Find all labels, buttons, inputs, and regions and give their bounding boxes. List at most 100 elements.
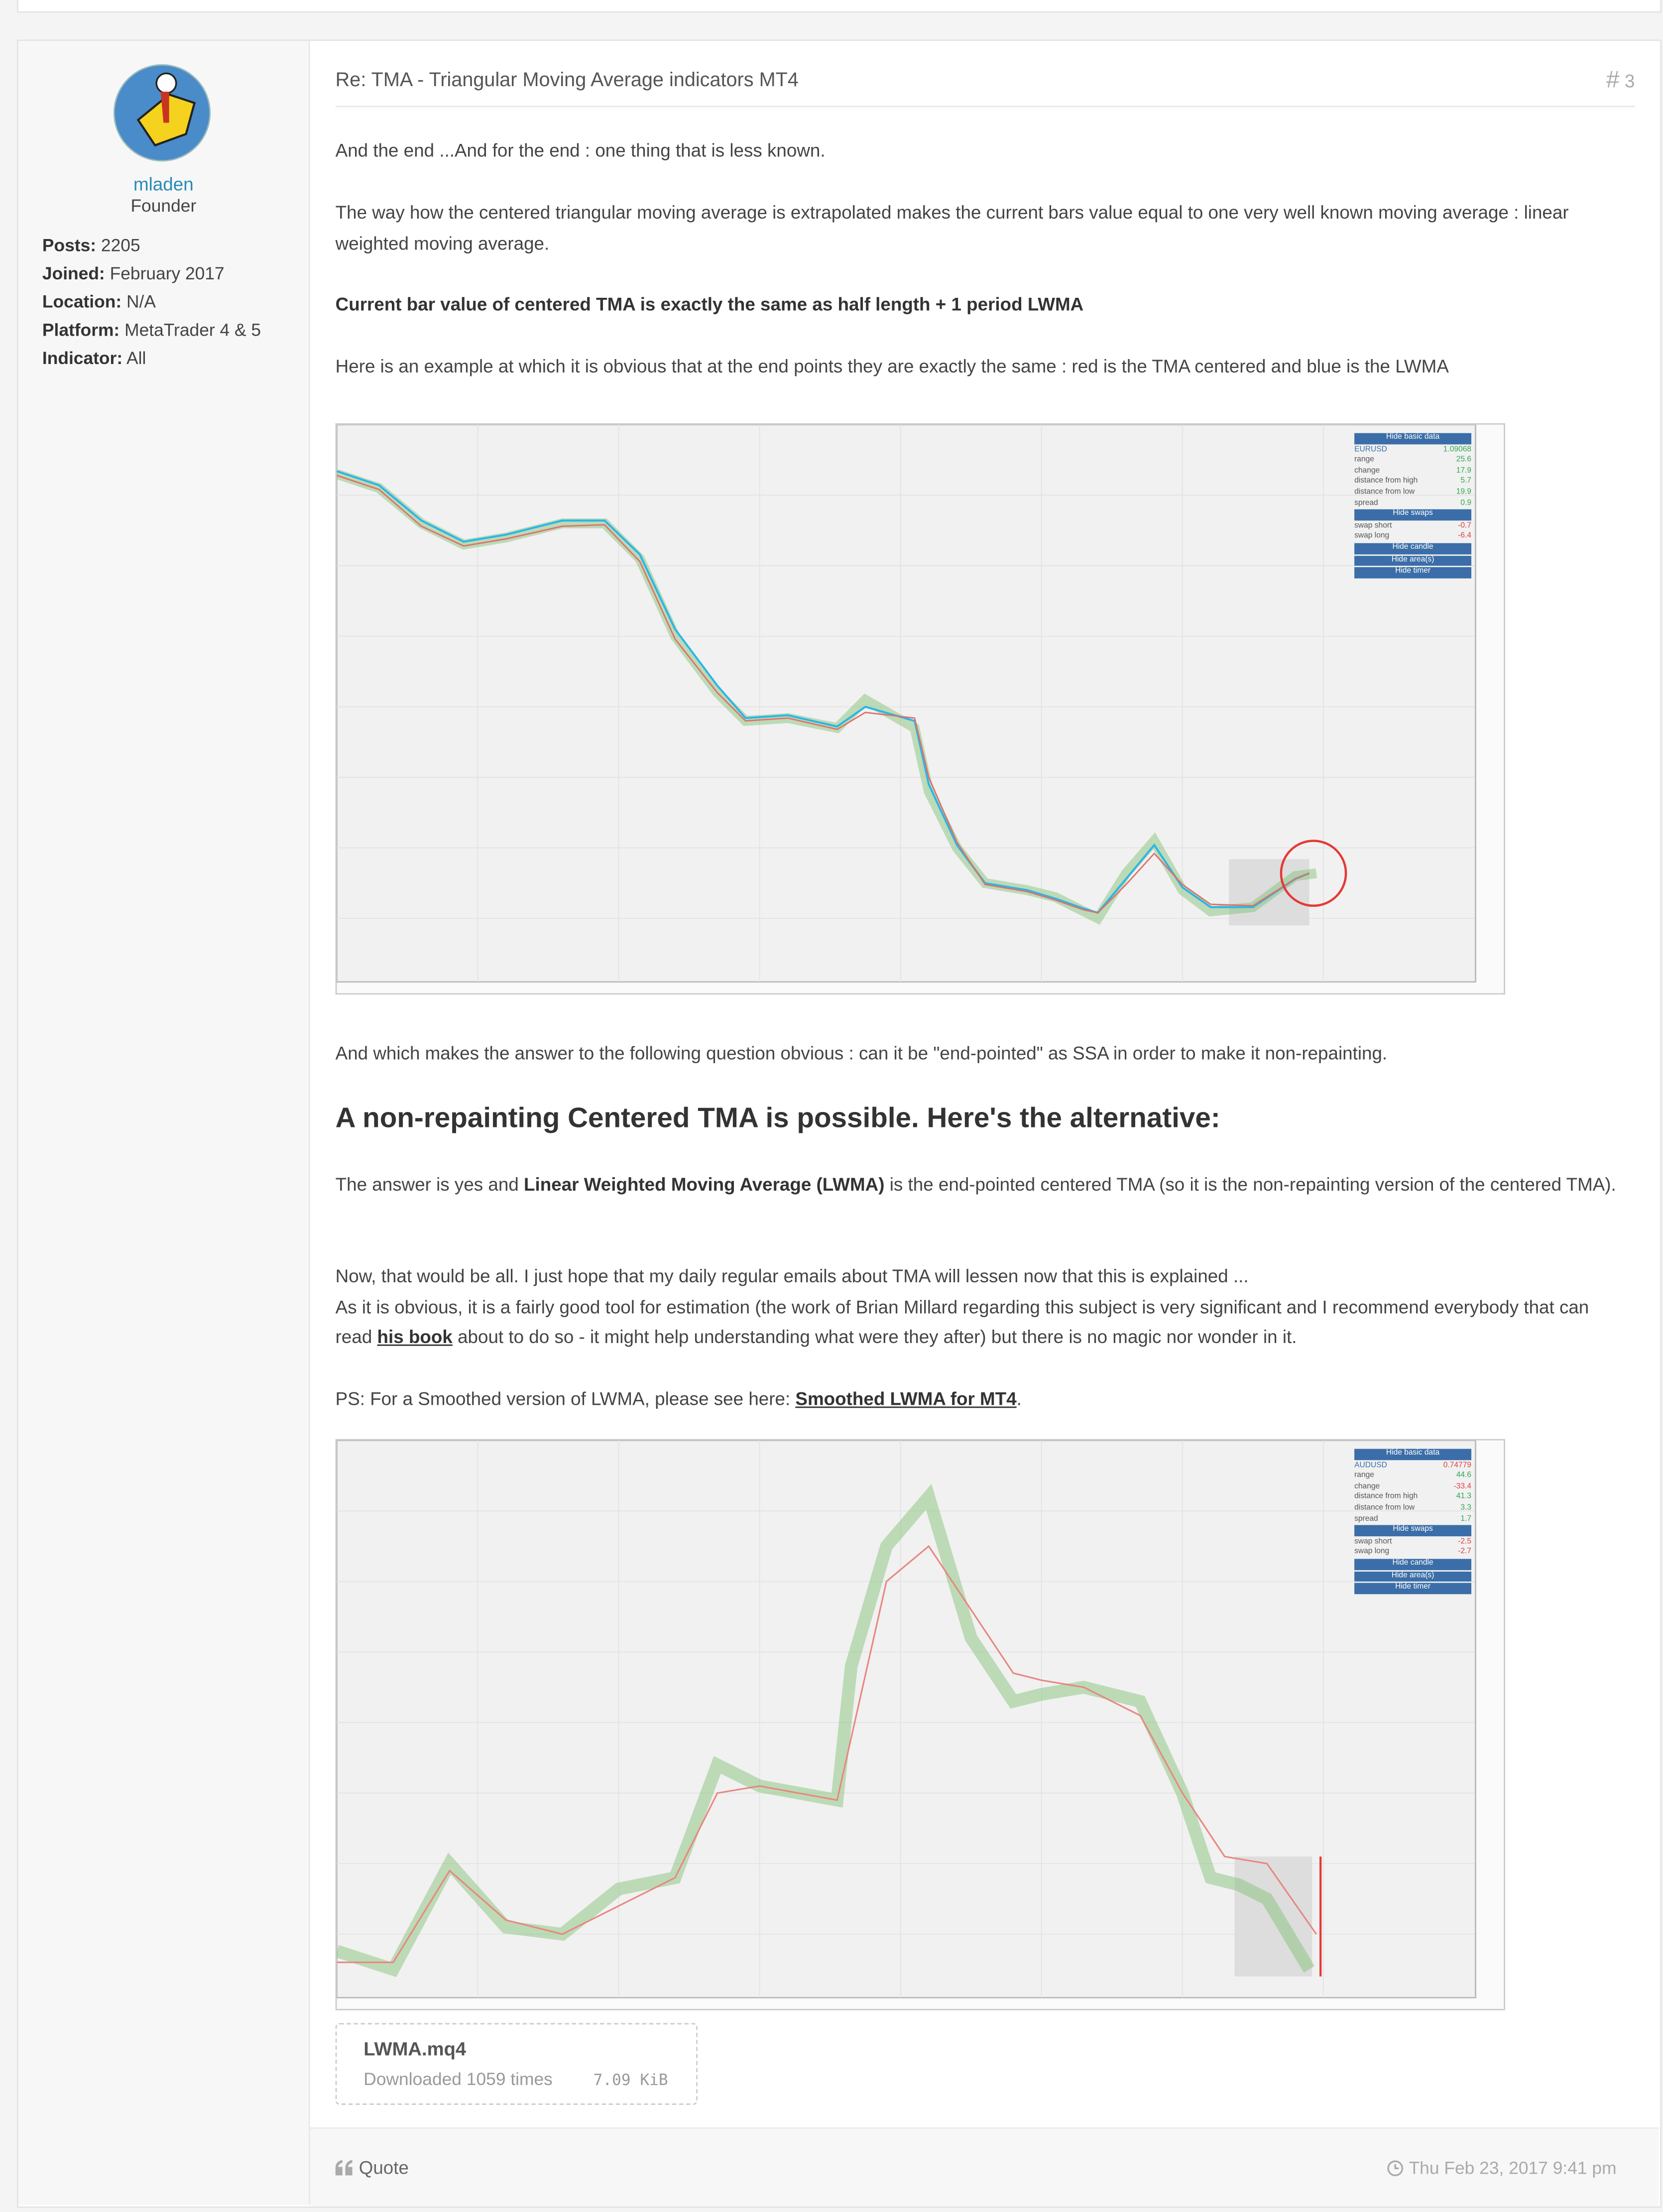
row-value: 1.7 xyxy=(1460,1514,1471,1525)
row-value: 17.9 xyxy=(1456,467,1471,478)
row-value: 44.6 xyxy=(1456,1472,1471,1482)
row-value: 19.9 xyxy=(1456,488,1471,499)
stat-value: 2205 xyxy=(101,236,140,255)
paragraph: Now, that would be all. I just hope that… xyxy=(336,1261,1625,1352)
heading: A non-repainting Centered TMA is possibl… xyxy=(336,1101,1625,1137)
page-body: mladen Founder Posts: 2205 Joined: Febru… xyxy=(0,0,1663,2212)
stat-label: Joined: xyxy=(42,264,105,284)
row-label: distance from high xyxy=(1354,478,1418,489)
quote-icon xyxy=(336,2160,354,2175)
row-value: -6.4 xyxy=(1458,532,1471,543)
user-stats: Posts: 2205 Joined: February 2017 Locati… xyxy=(42,232,261,372)
panel-button[interactable]: Hide timer xyxy=(1354,1583,1471,1594)
text: PS: For a Smoothed version of LWMA, plea… xyxy=(336,1388,796,1409)
paragraph-bold: Current bar value of centered TMA is exa… xyxy=(336,289,1625,320)
row-value: 25.6 xyxy=(1456,456,1471,467)
row-label: swap long xyxy=(1354,532,1389,543)
stat-value: All xyxy=(126,349,146,369)
price: 0.74779 xyxy=(1443,1461,1471,1472)
stat-value: MetaTrader 4 & 5 xyxy=(124,320,261,340)
bold-text: Linear Weighted Moving Average (LWMA) xyxy=(524,1174,884,1195)
avatar[interactable] xyxy=(113,63,211,162)
row-value: 0.9 xyxy=(1460,499,1471,510)
row-label: change xyxy=(1354,467,1380,478)
previous-post xyxy=(17,0,1662,12)
row-label: distance from high xyxy=(1354,1493,1418,1504)
quote-button[interactable]: Quote xyxy=(336,2157,409,2178)
row-label: range xyxy=(1354,456,1374,467)
stat-value: February 2017 xyxy=(110,264,225,284)
link[interactable]: his book xyxy=(377,1326,453,1347)
post-title[interactable]: Re: TMA - Triangular Moving Average indi… xyxy=(336,68,799,90)
row-value: 5.7 xyxy=(1460,478,1471,489)
row-value: -0.7 xyxy=(1458,522,1471,533)
text: . xyxy=(1017,1388,1022,1409)
date: Thu Feb 23, 2017 9:41 pm xyxy=(1409,2158,1617,2178)
paragraph: Here is an example at which it is obviou… xyxy=(336,351,1625,381)
row-label: change xyxy=(1354,1482,1380,1493)
panel-button[interactable]: Hide candle xyxy=(1354,543,1471,554)
attachment-file[interactable]: LWMA.mq4 xyxy=(363,2039,466,2060)
stat: Platform: MetaTrader 4 & 5 xyxy=(42,316,261,345)
quote-label: Quote xyxy=(359,2157,409,2178)
text: The answer is yes and xyxy=(336,1174,524,1195)
row-label: distance from low xyxy=(1354,488,1415,499)
stat: Joined: February 2017 xyxy=(42,259,261,288)
price: 1.09068 xyxy=(1443,445,1471,456)
paragraph: The way how the centered triangular movi… xyxy=(336,198,1625,258)
stat-label: Location: xyxy=(42,292,121,312)
row-value: 3.3 xyxy=(1460,1504,1471,1515)
panel-button[interactable]: Hide basic data xyxy=(1354,1449,1471,1460)
row-label: distance from low xyxy=(1354,1504,1415,1515)
attachment-downloads: Downloaded 1059 times xyxy=(363,2070,553,2089)
row-value: -2.7 xyxy=(1458,1548,1471,1559)
post-number[interactable]: # 3 xyxy=(1606,66,1635,95)
text: is the end-pointed centered TMA (so it i… xyxy=(884,1174,1616,1195)
paragraph: PS: For a Smoothed version of LWMA, plea… xyxy=(336,1384,1625,1414)
stat: Location: N/A xyxy=(42,288,261,316)
panel-button[interactable]: Hide swaps xyxy=(1354,1525,1471,1536)
row-label: swap short xyxy=(1354,522,1392,533)
row-label: swap short xyxy=(1354,1537,1392,1548)
page: mladen Founder Posts: 2205 Joined: Febru… xyxy=(0,0,1663,2212)
divider xyxy=(336,106,1635,107)
stat-label: Posts: xyxy=(42,236,96,255)
symbol: AUDUSD xyxy=(1354,1461,1387,1472)
panel-button[interactable]: Hide basic data xyxy=(1354,433,1471,444)
stat-value: N/A xyxy=(126,292,156,312)
number: 3 xyxy=(1625,71,1635,92)
row-label: spread xyxy=(1354,1514,1378,1525)
stat: Posts: 2205 xyxy=(42,232,261,260)
post-date: Thu Feb 23, 2017 9:41 pm xyxy=(1387,2158,1616,2178)
clock-icon xyxy=(1387,2160,1404,2177)
paragraph: The answer is yes and Linear Weighted Mo… xyxy=(336,1170,1625,1200)
attachment-size: 7.09 KiB xyxy=(594,2071,668,2089)
chart-drawing xyxy=(337,1440,1504,2009)
row-value: 41.3 xyxy=(1456,1493,1471,1504)
link[interactable]: Smoothed LWMA for MT4 xyxy=(795,1388,1016,1409)
attachment[interactable]: LWMA.mq4 Downloaded 1059 times 7.09 KiB xyxy=(336,2023,698,2105)
row-label: range xyxy=(1354,1472,1374,1482)
panel-button[interactable]: Hide timer xyxy=(1354,567,1471,578)
username[interactable]: mladen xyxy=(18,173,309,194)
row-value: -2.5 xyxy=(1458,1537,1471,1548)
chart-drawing xyxy=(337,425,1504,993)
text: about to do so - it might help understan… xyxy=(453,1326,1297,1347)
row-label: swap long xyxy=(1354,1548,1389,1559)
row-label: spread xyxy=(1354,499,1378,510)
stat-label: Platform: xyxy=(42,320,119,340)
panel-button[interactable]: Hide area(s) xyxy=(1354,1571,1471,1582)
paragraph: And which makes the answer to the follow… xyxy=(336,1038,1625,1069)
stat: Indicator: All xyxy=(42,344,261,372)
user-role: Founder xyxy=(18,196,309,216)
text: Now, that would be all. I just hope that… xyxy=(336,1261,1625,1292)
anchor-icon: # xyxy=(1606,66,1620,93)
row-value: -33.4 xyxy=(1454,1482,1472,1493)
panel-button[interactable]: Hide area(s) xyxy=(1354,555,1471,566)
panel-button[interactable]: Hide swaps xyxy=(1354,509,1471,520)
panel-button[interactable]: Hide candle xyxy=(1354,1559,1471,1570)
